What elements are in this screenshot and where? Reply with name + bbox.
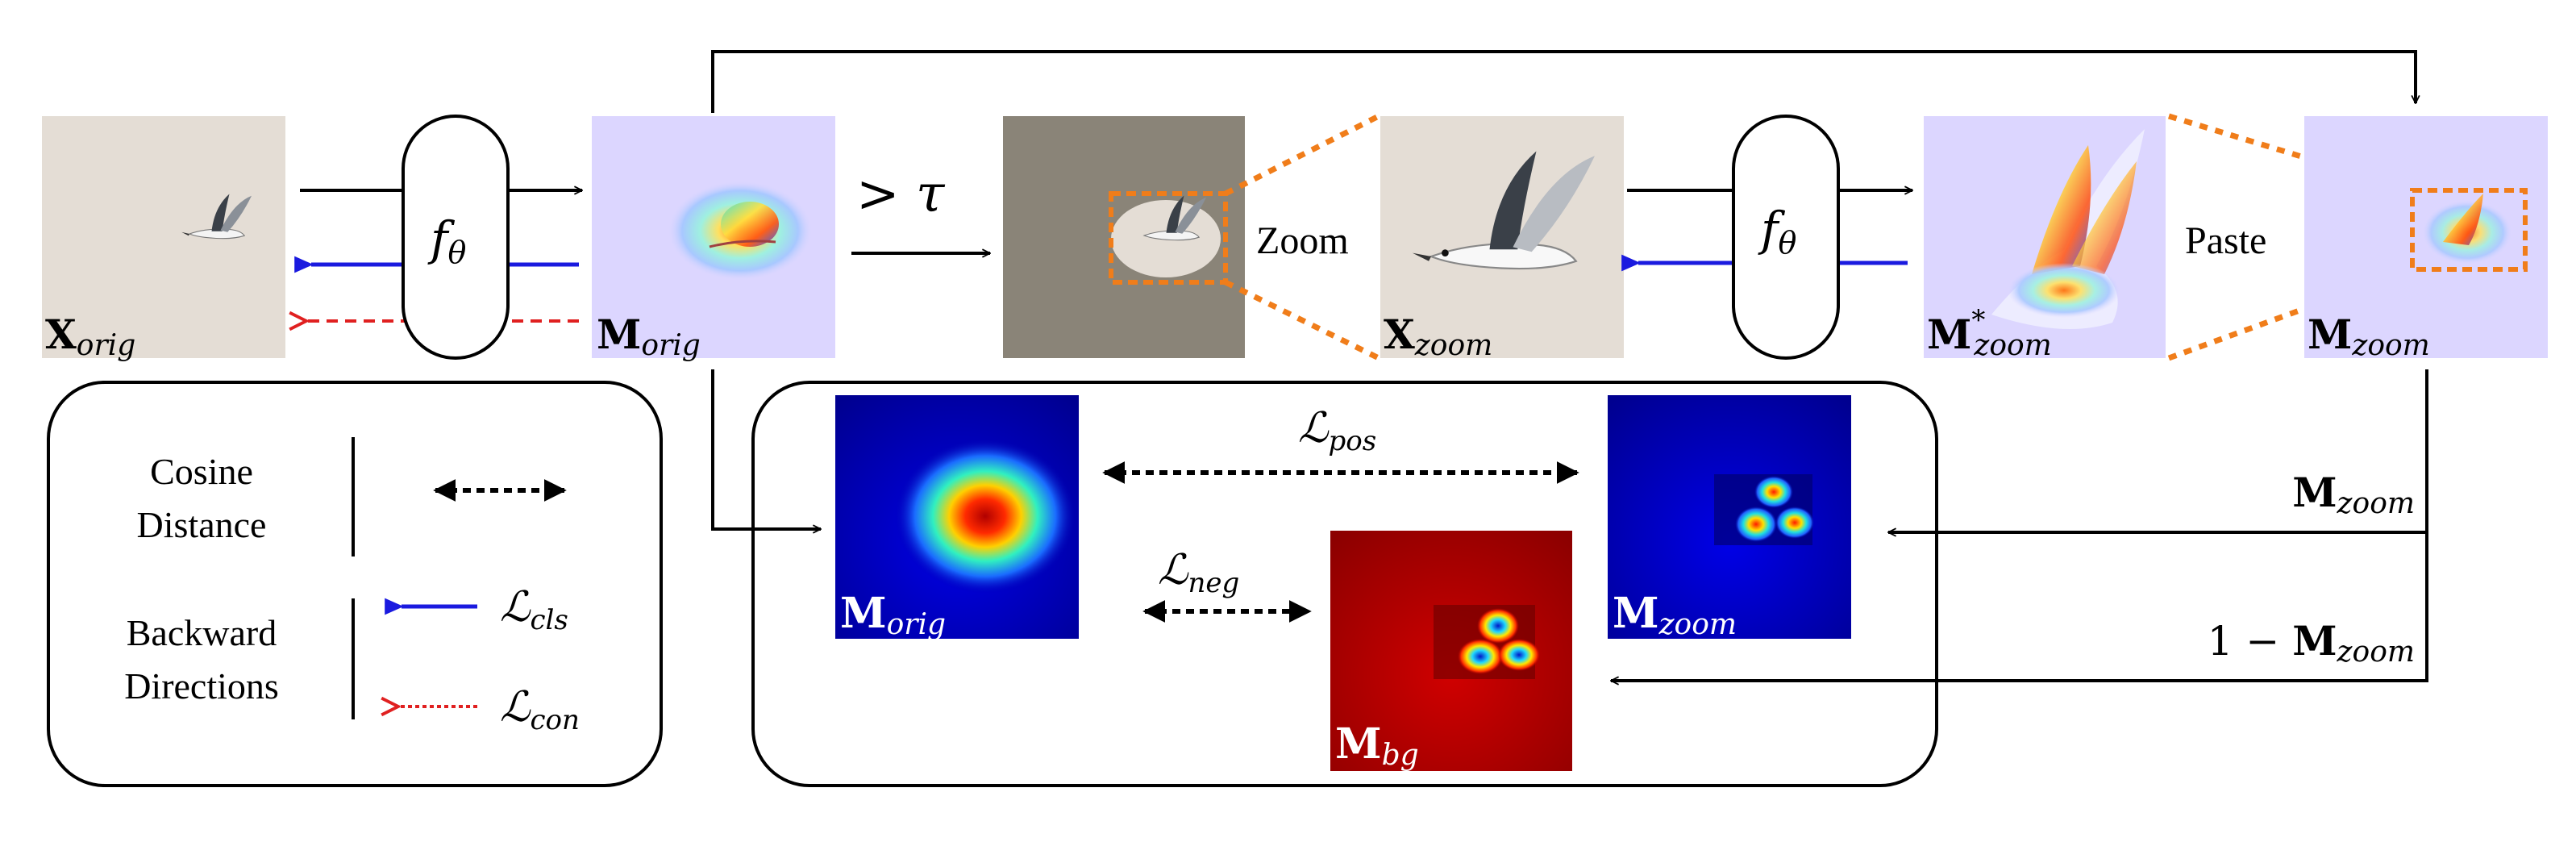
heatmap-m-zoom-label: Mzoom: [1613, 589, 1737, 641]
legend-cosine-line2: Distance: [137, 504, 267, 545]
x-zoom-image: [1380, 116, 1624, 358]
right-one-minus-m-zoom-label: 1 − Mzoom: [2208, 617, 2415, 669]
m-bg-heatmap: [1330, 531, 1572, 771]
legend-backward-line1: Backward: [127, 612, 277, 653]
zoom-crop-box: [1109, 191, 1228, 285]
m-orig-image: [592, 116, 835, 358]
legend-backward-line2: Directions: [124, 665, 279, 707]
bird-icon: [181, 194, 252, 240]
heatmap-m-orig-label: Morig: [840, 589, 946, 641]
m-orig-label: Morig: [597, 311, 701, 362]
zoom-projection-top: [1224, 113, 1380, 197]
legend-l-cls: ℒcls: [500, 583, 568, 636]
m-zoom-star-label: M* zoom: [1927, 304, 2052, 362]
zoom-projection-bottom: [1224, 279, 1380, 361]
paste-label: Paste: [2185, 219, 2266, 262]
x-orig-label: Xorig: [45, 311, 135, 362]
right-m-zoom-label: Mzoom: [2292, 469, 2415, 520]
bird-icon: [1412, 151, 1595, 270]
encoder-f-theta-2: [1732, 115, 1840, 360]
bird-icon: [1142, 195, 1206, 241]
m-orig-to-loss-arrow: [711, 369, 821, 529]
l-pos-label: ℒpos: [1298, 404, 1376, 457]
heatmap-m-bg-label: Mbg: [1335, 719, 1419, 772]
m-zoom-image: [2304, 116, 2548, 358]
x-zoom-label: Xzoom: [1384, 311, 1492, 362]
m-zoom-heatmap: [1608, 395, 1851, 639]
x-orig-image: [42, 116, 285, 358]
l-neg-label: ℒneg: [1158, 546, 1239, 599]
inverse-mask-to-loss-arrow: [1611, 532, 2428, 681]
m-zoom-label: Mzoom: [2308, 311, 2430, 362]
zoom-label: Zoom: [1256, 219, 1349, 262]
encoder-f-theta-1: [402, 115, 510, 360]
m-zoom-star-image: [1924, 116, 2166, 358]
paste-box: [2410, 188, 2528, 272]
threshold-label: > τ: [856, 165, 946, 224]
skip-connection-arrow: [711, 50, 2416, 113]
encoder-2-label: fθ: [1758, 202, 1796, 261]
legend-l-con: ℒcon: [500, 683, 580, 736]
masked-image: [1003, 116, 1245, 358]
legend-cosine-line1: Cosine: [150, 451, 253, 492]
m-orig-heatmap: [835, 395, 1079, 639]
encoder-1-label: fθ: [427, 211, 466, 270]
